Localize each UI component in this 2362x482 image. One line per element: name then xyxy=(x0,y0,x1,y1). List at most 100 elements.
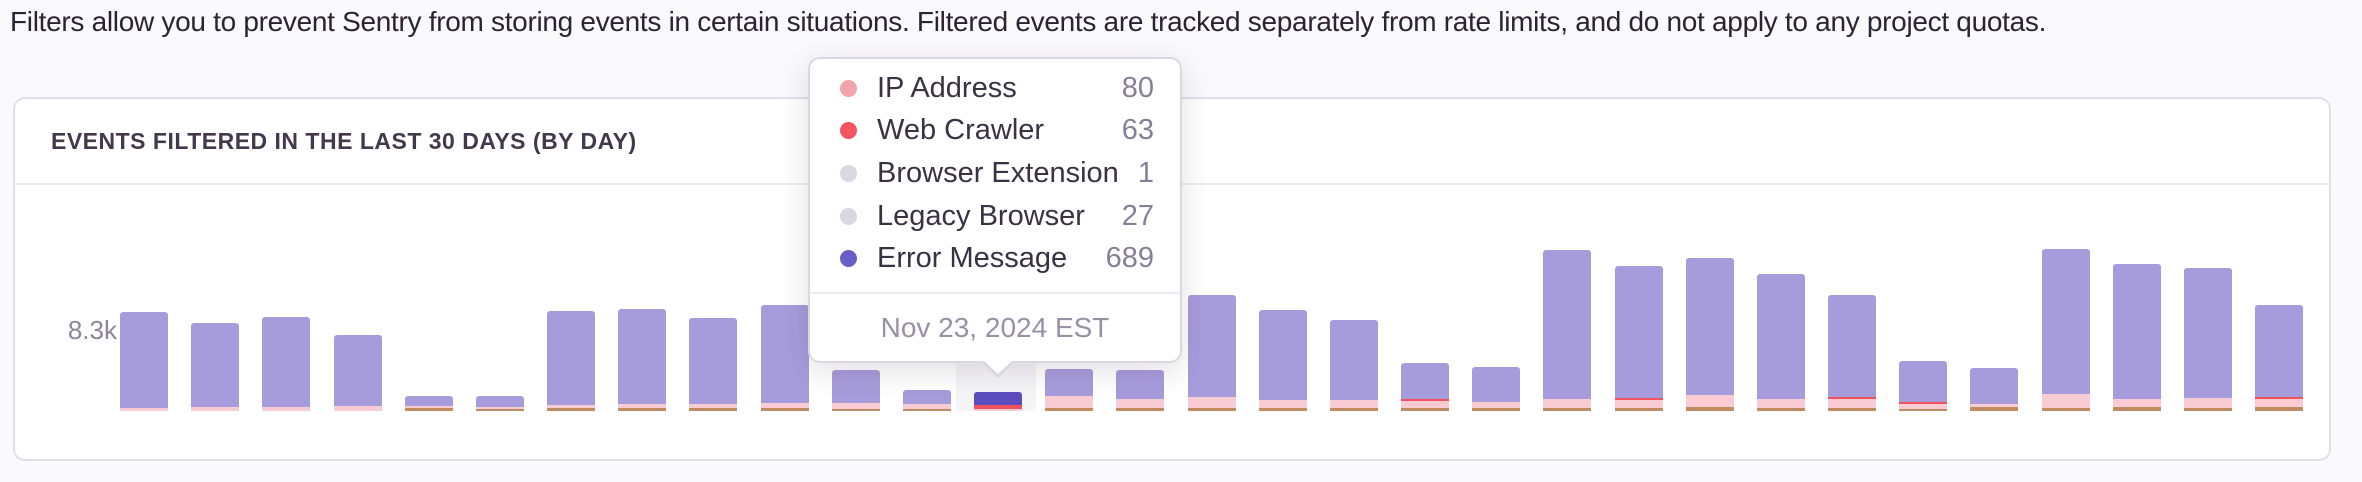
bar-segment-ip-address xyxy=(1685,395,1734,407)
bar-segment-ip-address xyxy=(1116,399,1165,408)
bar-day[interactable] xyxy=(191,323,240,411)
bar-day[interactable] xyxy=(2041,249,2090,411)
bar-day[interactable] xyxy=(689,318,738,411)
bar-segment-other-filters xyxy=(1828,408,1877,411)
bar-segment-error-message xyxy=(1756,274,1805,399)
bar-segment-other-filters xyxy=(902,409,951,411)
bar-day[interactable] xyxy=(1329,320,1378,411)
bar-segment-other-filters xyxy=(1899,409,1948,411)
bar-segment-other-filters xyxy=(1329,408,1378,411)
bar-segment-error-message xyxy=(1329,320,1378,400)
bar-segment-ip-address xyxy=(1187,397,1236,408)
bar-segment-error-message xyxy=(2255,305,2304,397)
bar-segment-web-crawler xyxy=(1899,402,1948,404)
bar-segment-ip-address xyxy=(1543,399,1592,408)
bar-day[interactable] xyxy=(1258,310,1307,411)
bar-day[interactable] xyxy=(1685,258,1734,411)
tooltip-series-list: IP Address 80 Web Crawler 63 Browser Extensi… xyxy=(810,67,1180,280)
bar-day[interactable] xyxy=(1116,370,1165,411)
bar-segment-ip-address xyxy=(2041,394,2090,408)
bar-day[interactable] xyxy=(2255,305,2304,411)
bar-segment-ip-address xyxy=(1401,401,1450,408)
bar-day[interactable] xyxy=(2183,268,2232,411)
bar-day[interactable] xyxy=(475,396,524,411)
bar-segment-error-message xyxy=(1187,295,1236,397)
bar-day[interactable] xyxy=(1187,295,1236,411)
bar-segment-error-message xyxy=(2112,264,2161,399)
bar-segment-other-filters xyxy=(1472,408,1521,411)
bar-day[interactable] xyxy=(120,312,168,411)
bar-day[interactable] xyxy=(618,309,667,411)
bar-day[interactable] xyxy=(1756,274,1805,411)
bar-segment-other-filters xyxy=(689,408,738,411)
bar-segment-error-message xyxy=(1970,368,2019,404)
bar-segment-error-message xyxy=(1258,310,1307,400)
bar-segment-ip-address xyxy=(2112,399,2161,407)
bar-segment-ip-address xyxy=(120,408,168,411)
bar-segment-ip-address xyxy=(262,407,311,411)
bar-segment-error-message xyxy=(1116,370,1165,399)
tooltip-series-label: IP Address xyxy=(877,71,1017,104)
bar-day[interactable] xyxy=(1045,369,1094,411)
bar-day[interactable] xyxy=(1401,363,1450,411)
bar-segment-ip-address xyxy=(760,403,809,408)
chart-tooltip: IP Address 80 Web Crawler 63 Browser Extensi… xyxy=(808,57,1182,378)
tooltip-series-value: 1 xyxy=(1137,156,1154,189)
bar-segment-error-message xyxy=(547,311,596,405)
series-color-dot-icon xyxy=(840,250,857,268)
bar-segment-other-filters xyxy=(547,408,596,411)
bar-segment-error-message xyxy=(618,309,667,404)
bar-segment-ip-address xyxy=(618,404,667,408)
bar-segment-web-crawler xyxy=(2255,397,2304,399)
bar-segment-error-message xyxy=(191,323,240,407)
tooltip-arrow xyxy=(980,360,1016,378)
bar-day[interactable] xyxy=(2112,264,2161,411)
tooltip-series-value: 80 xyxy=(1121,71,1154,104)
bar-segment-ip-address xyxy=(547,405,596,408)
chart-plot[interactable] xyxy=(112,185,2322,411)
tooltip-series-label: Legacy Browser xyxy=(877,199,1085,232)
bar-segment-ip-address xyxy=(2183,398,2232,408)
bar-segment-other-filters xyxy=(2112,407,2161,411)
bar-segment-web-crawler xyxy=(1614,398,1663,400)
bar-segment-other-filters xyxy=(831,409,880,411)
bar-day[interactable] xyxy=(1970,368,2019,411)
bar-segment-other-filters xyxy=(1685,407,1734,411)
tooltip-series-value: 63 xyxy=(1121,114,1154,147)
tooltip-row: Web Crawler 63 xyxy=(810,110,1180,153)
bar-segment-ip-address xyxy=(1045,396,1094,408)
bar-segment-ip-address xyxy=(404,406,453,408)
bar-segment-error-message xyxy=(1828,295,1877,397)
bar-segment-ip-address xyxy=(1899,404,1948,409)
bar-segment-other-filters xyxy=(1970,407,2019,411)
bar-day[interactable] xyxy=(1899,361,1948,411)
bar-day[interactable] xyxy=(262,317,311,411)
bar-segment-ip-address xyxy=(974,409,1023,411)
bar-segment-other-filters xyxy=(1756,408,1805,411)
bar-segment-error-message xyxy=(2041,249,2090,394)
series-color-dot-icon xyxy=(840,164,857,182)
bar-segment-other-filters xyxy=(404,408,453,411)
bar-day[interactable] xyxy=(902,390,951,411)
bar-day[interactable] xyxy=(333,335,382,411)
bar-day[interactable] xyxy=(1543,250,1592,411)
bar-day[interactable] xyxy=(1828,295,1877,411)
bar-segment-other-filters xyxy=(1543,408,1592,411)
bar-day[interactable] xyxy=(404,396,453,411)
bar-day[interactable] xyxy=(547,311,596,411)
bar-segment-ip-address xyxy=(902,404,951,409)
bar-segment-other-filters xyxy=(2255,407,2304,411)
filters-description-text: Filters allow you to prevent Sentry from… xyxy=(10,6,2047,37)
bar-segment-other-filters xyxy=(1045,408,1094,411)
bar-day[interactable] xyxy=(831,370,880,411)
bar-day[interactable] xyxy=(760,305,809,411)
bar-segment-error-message xyxy=(831,370,880,403)
bar-segment-other-filters xyxy=(1401,408,1450,411)
bar-day-hovered[interactable] xyxy=(974,392,1023,411)
series-color-dot-icon xyxy=(840,207,857,225)
bar-segment-ip-address xyxy=(1329,400,1378,408)
bar-segment-error-message xyxy=(1614,266,1663,398)
bar-segment-web-crawler xyxy=(1828,397,1877,399)
bar-day[interactable] xyxy=(1614,266,1663,411)
bar-day[interactable] xyxy=(1472,367,1521,411)
